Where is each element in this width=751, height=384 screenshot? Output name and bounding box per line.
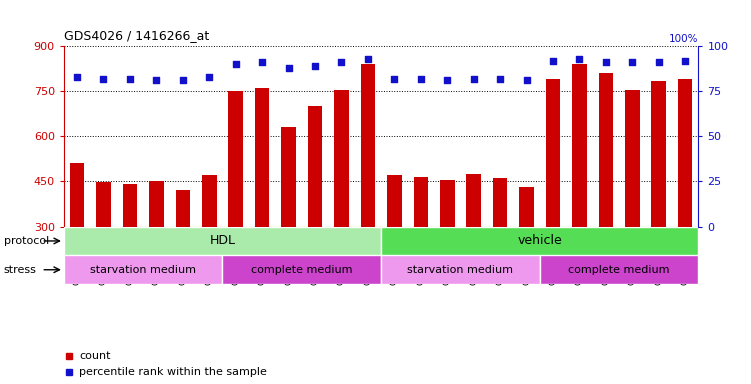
Bar <box>228 91 243 317</box>
Bar <box>202 175 216 317</box>
Point <box>626 59 638 65</box>
Text: starvation medium: starvation medium <box>90 265 196 275</box>
Bar <box>652 81 666 317</box>
Bar <box>64 227 382 255</box>
Point <box>150 77 162 83</box>
Point <box>362 56 374 62</box>
Point <box>124 76 136 82</box>
Point <box>282 65 294 71</box>
Bar <box>70 164 84 317</box>
Bar <box>572 64 587 317</box>
Point <box>176 77 189 83</box>
Text: count: count <box>79 351 110 361</box>
Text: stress: stress <box>4 265 37 275</box>
Text: vehicle: vehicle <box>517 235 562 247</box>
Point <box>71 74 83 80</box>
Point <box>653 59 665 65</box>
Bar <box>282 127 296 317</box>
Bar <box>466 174 481 317</box>
Bar <box>625 90 640 317</box>
Bar <box>414 177 428 317</box>
Point <box>520 77 532 83</box>
Bar <box>308 106 322 317</box>
Bar <box>64 255 222 284</box>
Point <box>600 59 612 65</box>
Text: 100%: 100% <box>669 34 698 44</box>
Point <box>415 76 427 82</box>
Point <box>494 76 506 82</box>
Text: protocol: protocol <box>4 236 49 246</box>
Text: GDS4026 / 1416266_at: GDS4026 / 1416266_at <box>64 29 209 42</box>
Bar <box>222 255 382 284</box>
Text: percentile rank within the sample: percentile rank within the sample <box>79 367 267 377</box>
Bar <box>599 73 613 317</box>
Text: HDL: HDL <box>210 235 236 247</box>
Bar <box>96 182 110 317</box>
Bar <box>382 255 540 284</box>
Point <box>547 58 559 64</box>
Text: starvation medium: starvation medium <box>408 265 514 275</box>
Point <box>204 74 216 80</box>
Point <box>574 56 586 62</box>
Bar <box>149 180 164 317</box>
Bar <box>122 184 137 317</box>
Bar <box>440 180 454 317</box>
Bar <box>387 175 402 317</box>
Point <box>679 58 691 64</box>
Bar <box>546 79 560 317</box>
Point <box>309 63 321 69</box>
Text: complete medium: complete medium <box>251 265 352 275</box>
Point <box>256 59 268 65</box>
Point <box>442 77 454 83</box>
Bar <box>334 90 348 317</box>
Bar <box>678 79 692 317</box>
Text: complete medium: complete medium <box>569 265 670 275</box>
Bar <box>382 227 698 255</box>
Bar <box>519 187 534 317</box>
Point <box>230 61 242 67</box>
Bar <box>360 64 376 317</box>
Bar <box>255 88 270 317</box>
Point <box>468 76 480 82</box>
Point <box>336 59 348 65</box>
Point <box>98 76 110 82</box>
Point <box>388 76 400 82</box>
Bar <box>176 190 190 317</box>
Bar <box>493 178 508 317</box>
Bar <box>540 255 698 284</box>
